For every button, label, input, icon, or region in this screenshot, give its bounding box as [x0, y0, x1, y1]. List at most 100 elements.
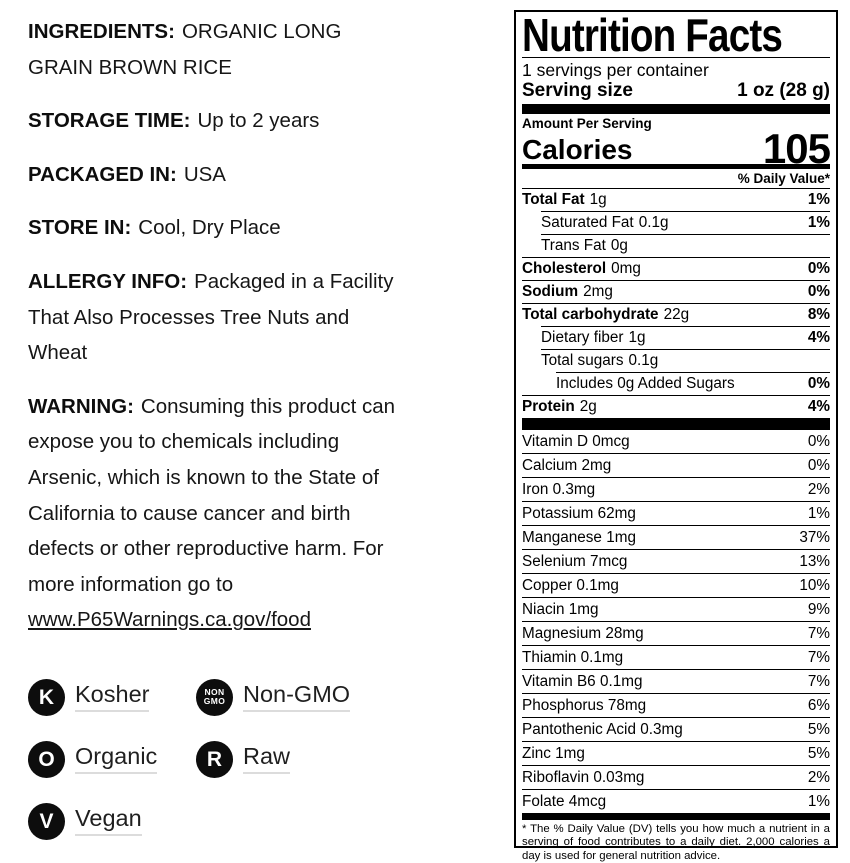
nutrition-title-rule: Nutrition Facts	[522, 12, 830, 58]
info-paragraph: ALLERGY INFO: Packaged in a Facility That…	[28, 264, 490, 371]
vitamin-daily-value: 7%	[807, 648, 830, 666]
vitamin-row: Pantothenic Acid 0.3mg 5%	[522, 717, 830, 741]
vitamin-daily-value: 2%	[807, 480, 830, 498]
p65-warnings-link[interactable]: www.P65Warnings.ca.gov/food	[28, 608, 311, 632]
vitamin-daily-value: 10%	[799, 576, 830, 594]
nutrient-amount: 1g	[589, 191, 607, 208]
nutrient-row: Saturated Fat 0.1g 1%	[541, 211, 830, 234]
nutrient-amount: 0.1g	[638, 214, 669, 231]
vitamin-name: Copper 0.1mg	[522, 576, 619, 594]
vitamin-name: Riboflavin 0.03mg	[522, 768, 645, 786]
vitamin-row: Niacin 1mg 9%	[522, 597, 830, 621]
vitamin-row: Vitamin B6 0.1mg 7%	[522, 669, 830, 693]
badge-label[interactable]: Organic	[75, 743, 158, 775]
vitamin-daily-value: 5%	[807, 744, 830, 762]
vitamin-rows: Vitamin D 0mcg 0% Calcium 2mg 0% Iron 0.3mg 2…	[522, 430, 830, 813]
badge-icon-text: O	[38, 747, 55, 771]
vitamin-name: Manganese 1mg	[522, 528, 636, 546]
nutrient-daily-value: 8%	[807, 306, 830, 323]
nutrient-row: Sodium 2mg 0%	[522, 280, 830, 303]
divider-thick	[522, 813, 830, 820]
vitamin-name: Calcium 2mg	[522, 456, 612, 474]
vitamin-row: Thiamin 0.1mg 7%	[522, 645, 830, 669]
divider-thick	[522, 418, 830, 430]
paragraph-label: STORE IN:	[28, 216, 132, 240]
vitamin-row: Vitamin D 0mcg 0%	[522, 430, 830, 453]
nutrient-name: Saturated Fat	[541, 214, 634, 231]
kosher-badge-icon: K	[28, 678, 65, 716]
nutrient-daily-value: 4%	[807, 329, 830, 346]
vitamin-name: Vitamin B6 0.1mg	[522, 672, 643, 690]
nutrient-name: Includes 0g Added Sugars	[556, 375, 735, 392]
nutrient-row: Dietary fiber 1g 4%	[541, 326, 830, 349]
vitamin-row: Folate 4mcg 1%	[522, 789, 830, 813]
nutrient-amount: 0.1g	[628, 352, 659, 369]
nutrient-daily-value: 0%	[807, 283, 830, 300]
badge-vegan: V Vegan	[28, 802, 196, 840]
vitamin-daily-value: 1%	[807, 504, 830, 522]
paragraph-label: STORAGE TIME:	[28, 109, 191, 133]
vitamin-name: Iron 0.3mg	[522, 480, 596, 498]
vitamin-row: Potassium 62mg 1%	[522, 501, 830, 525]
paragraph-label: INGREDIENTS:	[28, 20, 175, 43]
badge-label[interactable]: Vegan	[75, 805, 142, 837]
nutrient-amount: 2mg	[583, 283, 613, 300]
vitamin-row: Phosphorus 78mg 6%	[522, 693, 830, 717]
paragraph-label: ALLERGY INFO:	[28, 269, 188, 293]
serving-size-row: Serving size 1 oz (28 g)	[522, 80, 830, 104]
vitamin-name: Folate 4mcg	[522, 792, 607, 810]
nutrient-daily-value: 0%	[807, 375, 830, 392]
nutrient-amount: 0g	[610, 237, 628, 254]
vitamin-daily-value: 0%	[807, 432, 830, 450]
vitamin-daily-value: 37%	[799, 528, 830, 546]
product-details-panel: INGREDIENTS: ORGANIC LONG GRAIN BROWN RIC…	[28, 14, 490, 656]
nutrient-name: Protein	[522, 398, 575, 415]
vitamin-row: Iron 0.3mg 2%	[522, 477, 830, 501]
vitamin-name: Thiamin 0.1mg	[522, 648, 624, 666]
non-gmo-badge-icon: NON GMO	[196, 678, 233, 716]
link-line: www.P65Warnings.ca.gov/food	[28, 602, 490, 638]
vitamin-name: Magnesium 28mg	[522, 624, 644, 642]
certification-badges: K Kosher NON GMO Non-GMO O Organic R Raw V Vegan	[28, 678, 351, 840]
vitamin-daily-value: 0%	[807, 456, 830, 474]
nutrient-daily-value: 1%	[807, 214, 830, 231]
vitamin-name: Potassium 62mg	[522, 504, 636, 522]
nutrient-daily-value: 1%	[807, 191, 830, 208]
nutrient-row: Protein 2g 4%	[522, 395, 830, 418]
nutrition-title: Nutrition Facts	[522, 9, 783, 61]
serving-size-label: Serving size	[522, 80, 633, 101]
divider-medium	[522, 164, 830, 169]
badge-label[interactable]: Raw	[243, 743, 291, 775]
badge-label[interactable]: Non-GMO	[243, 681, 351, 713]
badge-raw: R Raw	[196, 740, 350, 778]
info-paragraph: WARNING: Consuming this product can expos…	[28, 389, 490, 638]
vitamin-name: Selenium 7mcg	[522, 552, 628, 570]
badge-icon-text: R	[206, 747, 223, 771]
vitamin-row: Calcium 2mg 0%	[522, 453, 830, 477]
vitamin-name: Niacin 1mg	[522, 600, 599, 618]
vitamin-daily-value: 7%	[807, 672, 830, 690]
vitamin-daily-value: 9%	[807, 600, 830, 618]
nutrient-daily-value: 4%	[807, 398, 830, 415]
badge-icon-text: NON	[204, 687, 225, 697]
vitamin-name: Phosphorus 78mg	[522, 696, 647, 714]
nutrient-name: Sodium	[522, 283, 579, 300]
badge-non-gmo: NON GMO Non-GMO	[196, 678, 351, 716]
raw-badge-icon: R	[196, 740, 233, 778]
paragraph-label: PACKAGED IN:	[28, 162, 177, 186]
nutrient-row: Trans Fat 0g	[541, 234, 830, 257]
paragraph-text: Consuming this product can expose you to…	[28, 394, 396, 596]
vitamin-daily-value: 7%	[807, 624, 830, 642]
daily-value-footnote: * The % Daily Value (DV) tells you how m…	[522, 823, 830, 862]
paragraph-label: WARNING:	[28, 394, 134, 418]
nutrient-row: Total carbohydrate 22g 8%	[522, 303, 830, 326]
vitamin-row: Selenium 7mcg 13%	[522, 549, 830, 573]
vitamin-daily-value: 6%	[807, 696, 830, 714]
nutrient-amount: 22g	[663, 306, 690, 323]
amount-per-serving-label: Amount Per Serving	[522, 116, 652, 131]
badge-label[interactable]: Kosher	[75, 681, 150, 713]
vitamin-row: Manganese 1mg 37%	[522, 525, 830, 549]
badge-icon-text: K	[38, 685, 55, 709]
badge-organic: O Organic	[28, 740, 196, 778]
